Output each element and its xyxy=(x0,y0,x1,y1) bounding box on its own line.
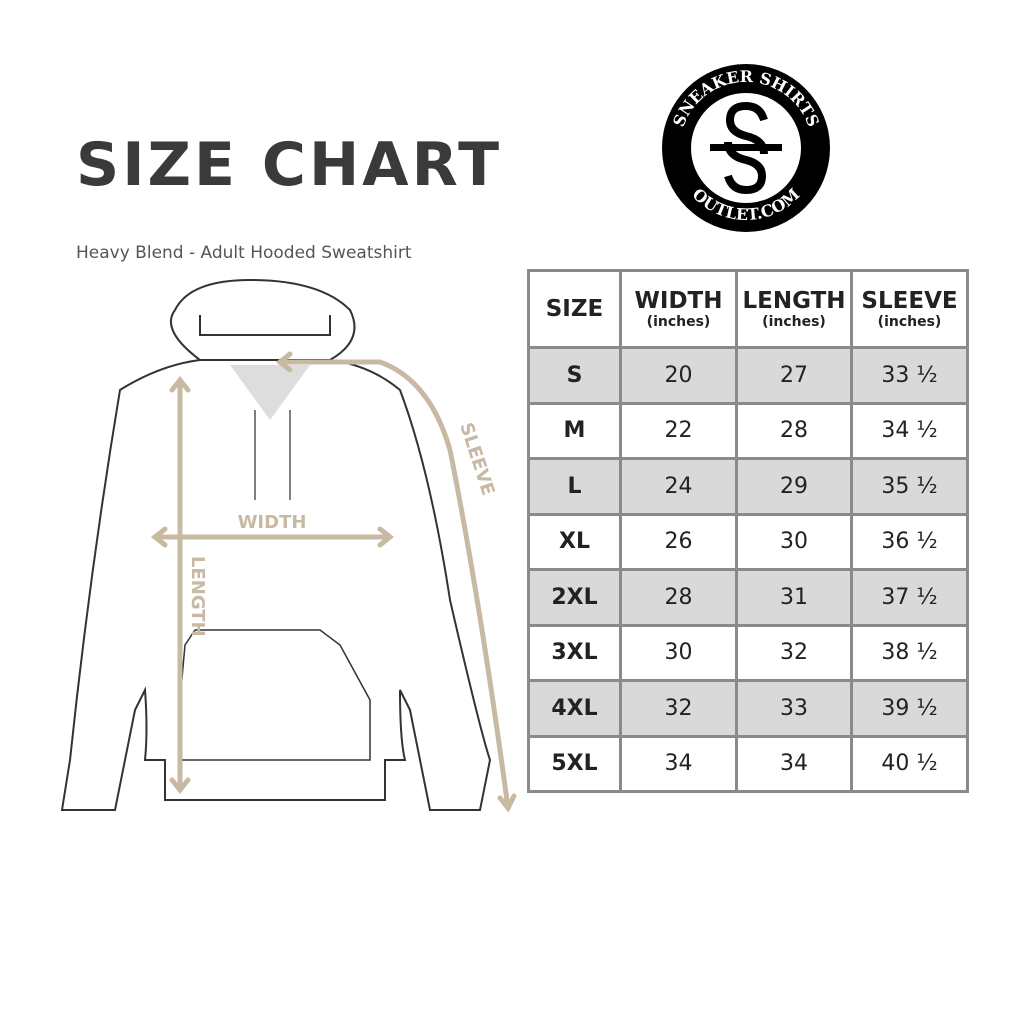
table-row: M 22 28 34 ½ xyxy=(527,401,969,460)
column-header-sleeve: SLEEVE (inches) xyxy=(850,269,969,349)
measurement-cell: 38 ½ xyxy=(850,623,969,682)
measurement-cell: 29 xyxy=(735,457,853,516)
measurement-cell: 34 ½ xyxy=(850,401,969,460)
measurement-cell: 27 xyxy=(735,346,853,405)
brand-logo: SNEAKER SHIRTS OUTLET.COM xyxy=(662,64,830,232)
table-row: 3XL 30 32 38 ½ xyxy=(527,623,969,682)
column-header-length: LENGTH (inches) xyxy=(735,269,853,349)
size-cell: L xyxy=(527,457,622,516)
table-row: S 20 27 33 ½ xyxy=(527,346,969,405)
size-cell: M xyxy=(527,401,622,460)
column-label: WIDTH xyxy=(634,288,723,314)
measurement-cell: 28 xyxy=(619,568,738,627)
measurement-cell: 20 xyxy=(619,346,738,405)
measurement-cell: 34 xyxy=(735,734,853,793)
column-label: SIZE xyxy=(545,296,604,322)
measurement-cell: 39 ½ xyxy=(850,679,969,738)
table-row: 5XL 34 34 40 ½ xyxy=(527,734,969,793)
column-label: LENGTH xyxy=(742,288,846,314)
column-header-width: WIDTH (inches) xyxy=(619,269,738,349)
measurement-cell: 30 xyxy=(619,623,738,682)
size-cell: 4XL xyxy=(527,679,622,738)
size-table: SIZE WIDTH (inches) LENGTH (inches) SLEEVE (in… xyxy=(527,269,969,793)
column-unit: (inches) xyxy=(877,314,942,330)
measurement-cell: 40 ½ xyxy=(850,734,969,793)
measurement-cell: 34 xyxy=(619,734,738,793)
column-label: SLEEVE xyxy=(861,288,958,314)
measurement-cell: 28 xyxy=(735,401,853,460)
column-header-size: SIZE xyxy=(527,269,622,349)
measurement-cell: 37 ½ xyxy=(850,568,969,627)
size-cell: S xyxy=(527,346,622,405)
column-unit: (inches) xyxy=(646,314,711,330)
table-row: L 24 29 35 ½ xyxy=(527,457,969,516)
measurement-cell: 36 ½ xyxy=(850,512,969,571)
measurement-cell: 35 ½ xyxy=(850,457,969,516)
width-label: WIDTH xyxy=(238,512,307,533)
measurement-cell: 24 xyxy=(619,457,738,516)
measurement-cell: 26 xyxy=(619,512,738,571)
size-cell: 5XL xyxy=(527,734,622,793)
table-row: XL 26 30 36 ½ xyxy=(527,512,969,571)
hoodie-diagram: WIDTH LENGTH SLEEVE xyxy=(60,278,517,813)
length-label: LENGTH xyxy=(187,556,208,637)
measurement-cell: 32 xyxy=(619,679,738,738)
size-cell: 3XL xyxy=(527,623,622,682)
measurement-cell: 33 ½ xyxy=(850,346,969,405)
measurement-cell: 31 xyxy=(735,568,853,627)
product-subtitle: Heavy Blend - Adult Hooded Sweatshirt xyxy=(76,243,412,263)
measurement-cell: 30 xyxy=(735,512,853,571)
page-title: SIZE CHART xyxy=(76,130,503,200)
size-cell: XL xyxy=(527,512,622,571)
measurement-cell: 22 xyxy=(619,401,738,460)
measurement-cell: 33 xyxy=(735,679,853,738)
table-row: 4XL 32 33 39 ½ xyxy=(527,679,969,738)
measurement-cell: 32 xyxy=(735,623,853,682)
table-row: 2XL 28 31 37 ½ xyxy=(527,568,969,627)
sleeve-label: SLEEVE xyxy=(455,420,498,498)
size-cell: 2XL xyxy=(527,568,622,627)
column-unit: (inches) xyxy=(762,314,826,330)
